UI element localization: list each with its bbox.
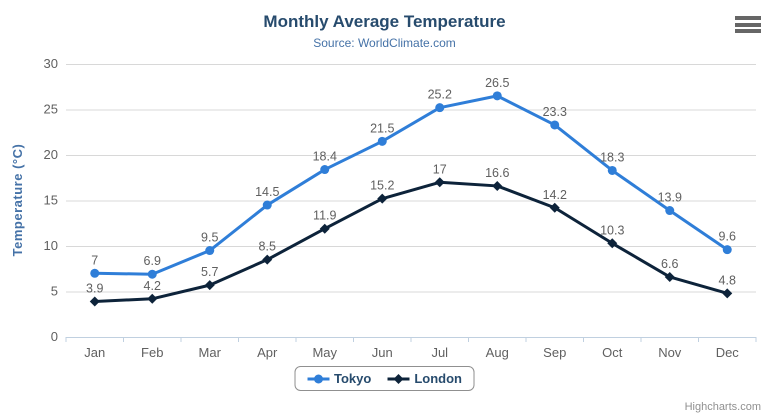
hamburger-menu-icon[interactable] [735,16,761,33]
data-point-label: 10.3 [600,223,624,237]
data-point-marker-tokyo[interactable] [435,103,445,113]
y-axis-tick-label: 0 [51,329,58,344]
x-axis-tick-label: Jul [431,345,448,360]
data-point-marker-tokyo[interactable] [492,91,502,101]
data-point-label: 14.2 [543,188,567,202]
x-axis-tick-label: Aug [486,345,509,360]
x-axis-tick-label: Feb [141,345,163,360]
legend-item-london[interactable]: London [387,371,462,386]
y-axis-tick-label: 15 [44,193,58,208]
y-axis-tick-label: 5 [51,284,58,299]
data-point-label: 9.5 [201,231,218,245]
data-point-marker-london[interactable] [607,238,618,249]
data-point-marker-london[interactable] [492,180,503,191]
data-point-marker-london[interactable] [147,293,158,304]
data-point-marker-tokyo[interactable] [607,165,617,175]
data-point-marker-tokyo[interactable] [205,246,215,256]
data-point-label: 18.4 [313,150,337,164]
legend-label-london: London [414,371,462,386]
x-axis-tick-label: Jan [84,345,105,360]
data-point-label: 4.8 [719,273,736,287]
chart-title: Monthly Average Temperature [263,12,506,31]
data-point-marker-tokyo[interactable] [147,269,157,279]
data-point-label: 14.5 [255,185,279,199]
data-point-marker-london[interactable] [204,280,215,291]
data-point-marker-tokyo[interactable] [320,165,330,175]
legend-item-tokyo[interactable]: Tokyo [307,371,371,386]
x-axis-tick-label: Oct [602,345,623,360]
legend: Tokyo London [294,366,475,391]
data-point-marker-london[interactable] [262,254,273,265]
legend-label-tokyo: Tokyo [334,371,372,386]
data-point-label: 3.9 [86,282,103,296]
data-point-label: 6.6 [661,257,678,271]
data-point-label: 26.5 [485,76,509,90]
data-point-marker-london[interactable] [89,296,100,307]
data-point-marker-london[interactable] [377,193,388,204]
y-axis-tick-label: 10 [44,238,58,253]
tokyo-series-marker-icon [307,374,330,383]
data-point-marker-tokyo[interactable] [550,120,560,130]
hamburger-bar [735,22,761,27]
data-point-marker-tokyo[interactable] [262,200,272,210]
data-point-label: 17 [433,162,447,176]
data-point-marker-tokyo[interactable] [722,245,732,255]
data-point-label: 13.9 [658,191,682,205]
data-point-marker-tokyo[interactable] [377,136,387,146]
data-point-label: 16.6 [485,166,509,180]
data-point-label: 21.5 [370,121,394,135]
series-line-london [93,180,729,304]
x-axis-tick-label: Dec [716,345,740,360]
data-point-label: 9.6 [719,230,736,244]
y-axis-tick-label: 20 [44,147,58,162]
data-point-label: 11.9 [313,209,336,223]
hamburger-bar [735,29,761,33]
data-point-label: 15.2 [370,179,394,193]
data-point-marker-london[interactable] [549,202,560,213]
data-point-marker-london[interactable] [319,223,330,234]
data-point-label: 8.5 [259,240,276,254]
x-axis-tick-label: Mar [199,345,222,360]
series-line-tokyo [93,94,729,276]
x-axis-tick-label: Apr [257,345,278,360]
data-point-label: 5.7 [201,265,218,279]
data-point-marker-london[interactable] [434,177,445,188]
data-point-marker-tokyo[interactable] [665,206,675,216]
x-axis-tick-label: Sep [543,345,566,360]
london-series-marker-icon [387,373,410,384]
data-point-marker-london[interactable] [722,288,733,299]
credits-link[interactable]: Highcharts.com [684,401,761,413]
data-point-marker-london[interactable] [664,271,675,282]
chart-subtitle: Source: WorldClimate.com [313,36,456,50]
data-point-label: 4.2 [144,279,161,293]
data-point-label: 18.3 [600,150,624,164]
data-point-marker-tokyo[interactable] [90,268,100,278]
y-axis-tick-label: 30 [44,56,58,71]
data-point-label: 25.2 [428,88,452,102]
data-point-label: 7 [91,253,98,267]
y-axis-tick-label: 25 [44,102,58,117]
x-axis-tick-label: Nov [658,345,682,360]
hamburger-bar [735,16,761,20]
x-axis-tick-label: Jun [372,345,393,360]
data-point-label: 23.3 [543,105,567,119]
x-axis-tick-label: May [312,345,337,360]
data-point-label: 6.9 [144,254,161,268]
